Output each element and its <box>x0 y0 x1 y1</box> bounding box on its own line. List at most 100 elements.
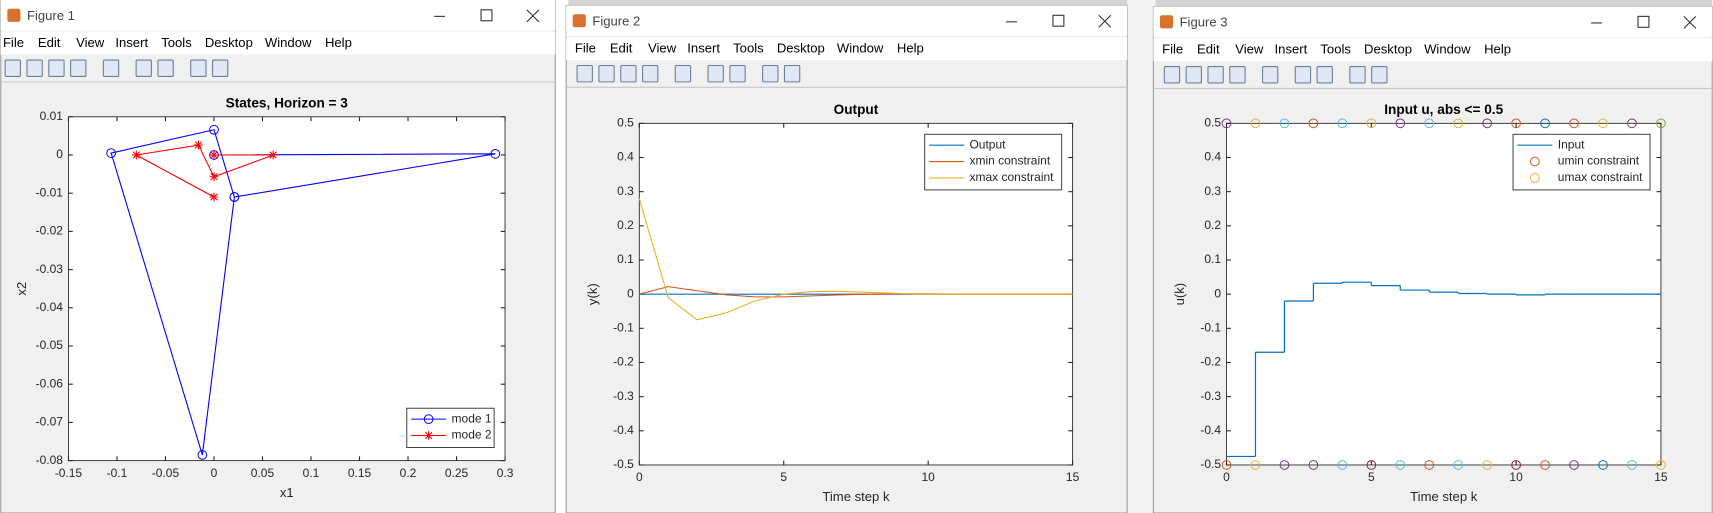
toolbar-button[interactable] <box>157 59 174 77</box>
toolbar-button[interactable] <box>674 64 692 83</box>
menu-item[interactable]: View <box>76 35 105 50</box>
data-point <box>1250 118 1261 129</box>
menu-item[interactable]: File <box>1162 42 1183 57</box>
menu-item[interactable]: Desktop <box>777 41 825 56</box>
menu-item[interactable]: Tools <box>161 35 192 50</box>
legend <box>1512 133 1651 191</box>
legend-marker <box>1530 173 1540 183</box>
legend-label: mode 1 <box>452 411 492 425</box>
data-point <box>1627 460 1637 470</box>
menu-item[interactable]: Help <box>325 35 352 50</box>
toolbar-button[interactable] <box>1349 66 1366 84</box>
window-title: Figure 1 <box>27 8 75 23</box>
toolbar-button[interactable] <box>211 59 229 77</box>
x-axis-label: x1 <box>280 485 294 500</box>
menu-item[interactable]: Desktop <box>205 35 253 50</box>
y-tick-label: -0.07 <box>36 415 64 429</box>
toolbar-button[interactable] <box>190 59 207 77</box>
data-point <box>1337 118 1348 129</box>
y-tick-label: -0.4 <box>613 423 634 437</box>
toolbar-button[interactable] <box>620 64 637 83</box>
menu-item[interactable]: File <box>3 35 24 50</box>
data-point <box>1366 118 1377 129</box>
menu-item[interactable]: Help <box>1484 42 1511 57</box>
toolbar-button[interactable] <box>1163 66 1181 84</box>
legend-label: Input <box>1558 137 1585 151</box>
x-tick-label: 5 <box>1368 470 1375 484</box>
maximize-button[interactable] <box>480 9 493 22</box>
toolbar-button[interactable] <box>783 64 801 83</box>
toolbar-button[interactable] <box>48 59 65 77</box>
menu-item[interactable]: Tools <box>733 41 764 56</box>
data-point <box>1598 118 1608 129</box>
x-tick-label: -0.15 <box>55 466 83 480</box>
legend-marker <box>423 414 434 424</box>
data-point <box>1511 118 1521 129</box>
menu-item[interactable]: Tools <box>1320 42 1351 57</box>
x-axis-label: Time step k <box>1410 489 1478 504</box>
maximize-button[interactable] <box>1637 15 1650 28</box>
toolbar-button[interactable] <box>707 64 724 83</box>
toolbar-button[interactable] <box>26 59 43 77</box>
chart-title: States, Horizon = 3 <box>226 95 349 110</box>
y-tick-label: -0.5 <box>1200 457 1221 471</box>
x-tick-label: 0 <box>211 466 218 480</box>
data-point <box>1482 118 1493 129</box>
close-button[interactable] <box>1098 14 1112 28</box>
menu-item[interactable]: View <box>648 41 677 56</box>
menu-item[interactable]: Edit <box>1197 42 1220 57</box>
legend-label: xmin constraint <box>969 154 1050 168</box>
data-point <box>1308 118 1319 129</box>
toolbar-button[interactable] <box>762 64 779 83</box>
toolbar-button[interactable] <box>4 59 21 77</box>
y-tick-label: 0.1 <box>617 252 634 266</box>
maximize-button[interactable] <box>1052 14 1065 27</box>
menu-item[interactable]: File <box>575 41 596 56</box>
y-axis-label: y(k) <box>585 283 600 305</box>
toolbar-button[interactable] <box>598 64 615 83</box>
menu-item[interactable]: Edit <box>610 41 633 56</box>
toolbar-button[interactable] <box>70 59 87 77</box>
chart-title: Output <box>834 102 879 117</box>
menu-item[interactable]: Insert <box>1275 42 1308 57</box>
window-title: Figure 2 <box>592 13 640 28</box>
data-point <box>1540 118 1550 129</box>
menu-item[interactable]: Desktop <box>1364 42 1412 57</box>
data-point <box>106 148 116 158</box>
data-point <box>209 172 219 182</box>
menu-item[interactable]: Window <box>265 35 312 50</box>
menu-item[interactable]: Edit <box>38 35 61 50</box>
y-tick-label: -0.05 <box>36 338 64 352</box>
toolbar-button[interactable] <box>576 64 593 83</box>
menu-item[interactable]: Insert <box>115 35 148 50</box>
x-tick-label: 0.1 <box>303 466 320 480</box>
app-icon <box>7 8 21 22</box>
toolbar-button[interactable] <box>1229 66 1246 84</box>
menu-item[interactable]: Window <box>837 41 884 56</box>
toolbar-button[interactable] <box>1207 66 1224 84</box>
menu-item[interactable]: Insert <box>687 41 720 56</box>
toolbar-button[interactable] <box>135 59 152 77</box>
toolbar-button[interactable] <box>1371 66 1388 84</box>
toolbar-button[interactable] <box>729 64 746 83</box>
menu-item[interactable]: Help <box>897 41 924 56</box>
data-point <box>209 192 219 202</box>
x-tick-label: 15 <box>1066 470 1080 484</box>
data-point <box>490 148 501 159</box>
legend-label: mode 2 <box>452 428 492 442</box>
toolbar-button[interactable] <box>102 59 120 77</box>
y-tick-label: -0.06 <box>36 376 64 390</box>
toolbar-button[interactable] <box>1294 66 1312 84</box>
toolbar-button[interactable] <box>642 64 659 83</box>
toolbar-button[interactable] <box>1185 66 1202 84</box>
legend-label: umax constraint <box>1558 170 1643 184</box>
toolbar-button[interactable] <box>1316 66 1333 84</box>
y-tick-label: 0.4 <box>1204 150 1221 164</box>
data-point <box>1569 118 1579 129</box>
close-button[interactable] <box>1683 15 1697 29</box>
toolbar-button[interactable] <box>1261 66 1279 84</box>
menu-item[interactable]: View <box>1235 42 1264 57</box>
menu-item[interactable]: Window <box>1424 42 1471 57</box>
close-button[interactable] <box>526 9 540 23</box>
x-tick-label: 0.25 <box>445 466 469 480</box>
